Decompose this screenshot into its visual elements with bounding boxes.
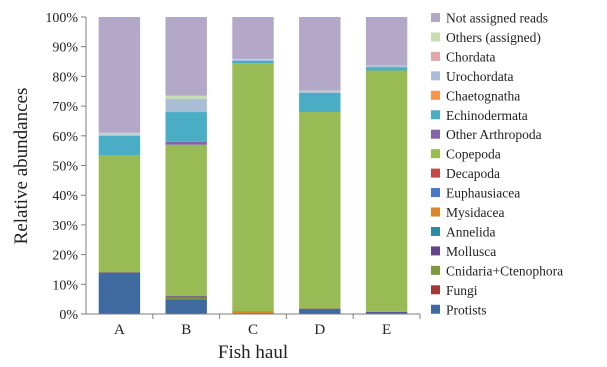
y-axis-title: Relative abundances: [11, 88, 32, 245]
bar-segment: [98, 134, 141, 136]
axes: 0% 10% 20% 30% 40% 50% 60% 70% 80% 90% 100% A B C D E: [45, 11, 421, 338]
legend-label: Mollusca: [446, 244, 496, 259]
legend-label: Cnidaria+Ctenophora: [446, 263, 563, 278]
bar-segment: [232, 59, 274, 61]
bar-segment: [98, 273, 141, 314]
y-tick-label: 90%: [52, 41, 78, 56]
bar-segment: [299, 91, 341, 93]
bar-segment: [165, 144, 207, 297]
y-tick-label: 50%: [52, 160, 78, 175]
legend-swatch: [431, 32, 440, 42]
bar-segment: [299, 112, 341, 309]
legend-label: Echinodermata: [446, 108, 528, 123]
bar-segment: [299, 309, 341, 314]
bar-segment: [165, 296, 207, 298]
legend-swatch: [431, 129, 440, 139]
x-tick-label: A: [114, 322, 125, 338]
legend-label: Annelida: [446, 224, 496, 239]
bar-segment: [98, 132, 141, 135]
bar-segment: [165, 141, 207, 145]
bar-segment: [165, 98, 207, 113]
y-tick-label: 40%: [52, 189, 78, 204]
legend-swatch: [431, 149, 440, 159]
legend-swatch: [431, 51, 440, 61]
y-tick-label: 70%: [52, 100, 78, 115]
bar-segment: [98, 17, 141, 133]
y-tick-label: 0%: [59, 308, 78, 323]
bar-segment: [165, 112, 207, 142]
bar-segment: [299, 17, 341, 91]
legend-label: Chaetognatha: [446, 88, 520, 103]
legend-swatch: [431, 168, 440, 178]
legend-swatch: [431, 226, 440, 236]
legend-label: Protists: [446, 302, 487, 317]
bar-segment: [165, 17, 207, 96]
bar-segment: [365, 70, 408, 312]
bar-segment: [299, 308, 341, 310]
legend-swatch: [431, 246, 440, 256]
bar-segment: [165, 297, 207, 300]
bar-segment: [232, 311, 274, 314]
legend-label: Copepoda: [446, 147, 501, 162]
bar-segment: [165, 299, 207, 314]
legend-swatch: [431, 265, 440, 275]
legend-label: Fungi: [446, 283, 478, 298]
bar-segment: [365, 65, 408, 66]
legend-swatch: [431, 304, 440, 314]
legend-label: Chordata: [446, 49, 496, 64]
legend-label: Urochordata: [446, 69, 513, 84]
legend-label: Decapoda: [446, 166, 500, 181]
x-tick-label: B: [181, 322, 191, 338]
legend-label: Mysidacea: [446, 205, 504, 220]
legend-label: Others (assigned): [446, 30, 541, 45]
y-tick-label: 60%: [52, 130, 78, 145]
x-tick-label: E: [382, 322, 391, 338]
bar-segment: [299, 92, 341, 113]
bar-segment: [165, 95, 207, 99]
bar-segment: [232, 60, 274, 64]
y-tick-label: 100%: [45, 11, 78, 26]
bar-segment: [98, 272, 141, 274]
legend-label: Not assigned reads: [446, 11, 548, 26]
bars: [98, 17, 408, 314]
x-tick-label: C: [248, 322, 258, 338]
bar-segment: [365, 67, 408, 71]
y-tick-label: 30%: [52, 219, 78, 234]
y-tick-label: 20%: [52, 249, 78, 264]
legend-label: Euphausiacea: [446, 186, 520, 201]
legend-swatch: [431, 71, 440, 81]
legend: Not assigned reads Others (assigned) Chord…: [431, 11, 563, 317]
bar-segment: [232, 17, 274, 60]
legend-swatch: [431, 188, 440, 198]
bar-segment: [365, 17, 408, 66]
legend-swatch: [431, 13, 440, 22]
bar-segment: [365, 312, 408, 314]
bar-segment: [299, 90, 341, 92]
x-axis-title: Fish haul: [218, 342, 288, 363]
y-tick-label: 10%: [52, 278, 78, 293]
legend-swatch: [431, 90, 440, 100]
legend-label: Other Arthropoda: [446, 127, 542, 142]
bar-segment: [98, 155, 141, 273]
legend-swatch: [431, 285, 440, 295]
legend-swatch: [431, 207, 440, 217]
bar-segment: [232, 59, 274, 60]
y-tick-label: 80%: [52, 70, 78, 85]
bar-segment: [98, 135, 141, 156]
legend-swatch: [431, 110, 440, 120]
bar-segment: [232, 63, 274, 312]
x-tick-label: D: [314, 322, 325, 338]
bar-segment: [365, 311, 408, 313]
bar-segment: [365, 66, 408, 68]
